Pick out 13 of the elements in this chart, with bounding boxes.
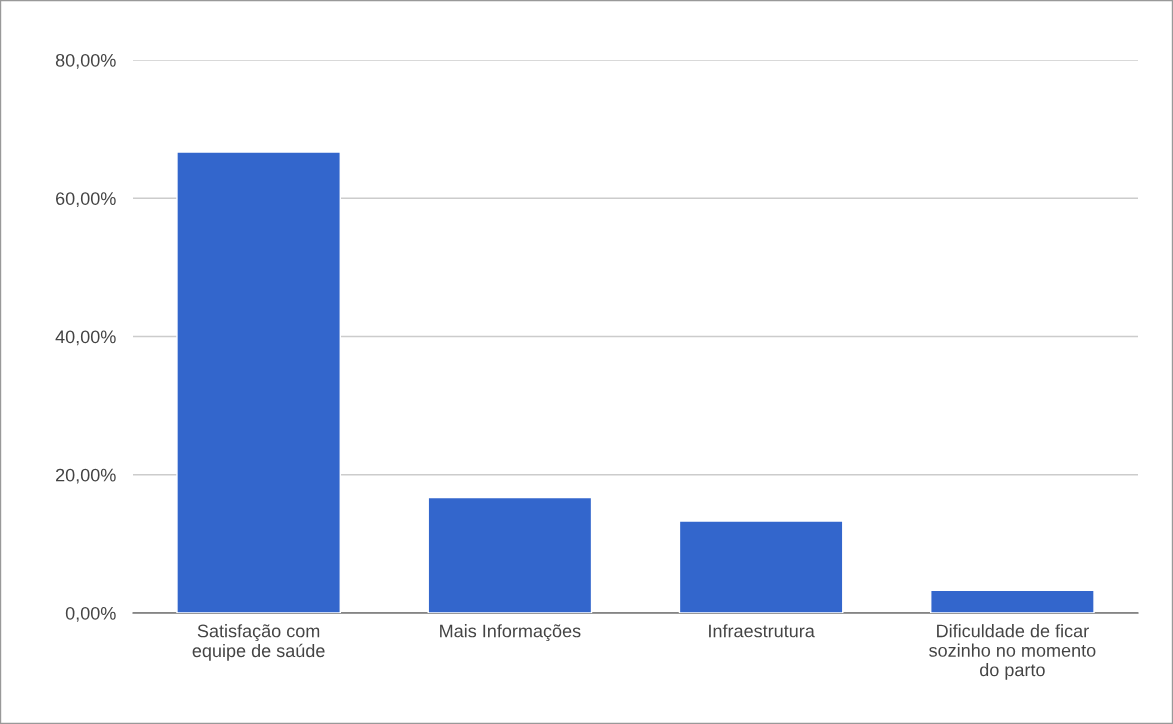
x-tick-label: Satisfação com equipe de saúde bbox=[192, 624, 325, 661]
y-tick-label: 0,00% bbox=[65, 606, 116, 622]
x-tick-label: Infraestrutura bbox=[709, 624, 815, 638]
x-tick-label: Dificuldade de ficar sozinho no momento do parto bbox=[929, 624, 1096, 680]
x-tick-label: Mais Informações bbox=[440, 624, 581, 642]
bar bbox=[176, 151, 341, 613]
y-tick-label: 20,00% bbox=[56, 468, 116, 484]
y-tick-label: 80,00% bbox=[55, 53, 116, 69]
bar bbox=[930, 589, 1095, 613]
bar bbox=[427, 496, 593, 613]
y-tick-label: 40,00% bbox=[55, 330, 116, 346]
bar bbox=[678, 520, 844, 613]
y-tick-label: 60,00% bbox=[56, 192, 116, 208]
